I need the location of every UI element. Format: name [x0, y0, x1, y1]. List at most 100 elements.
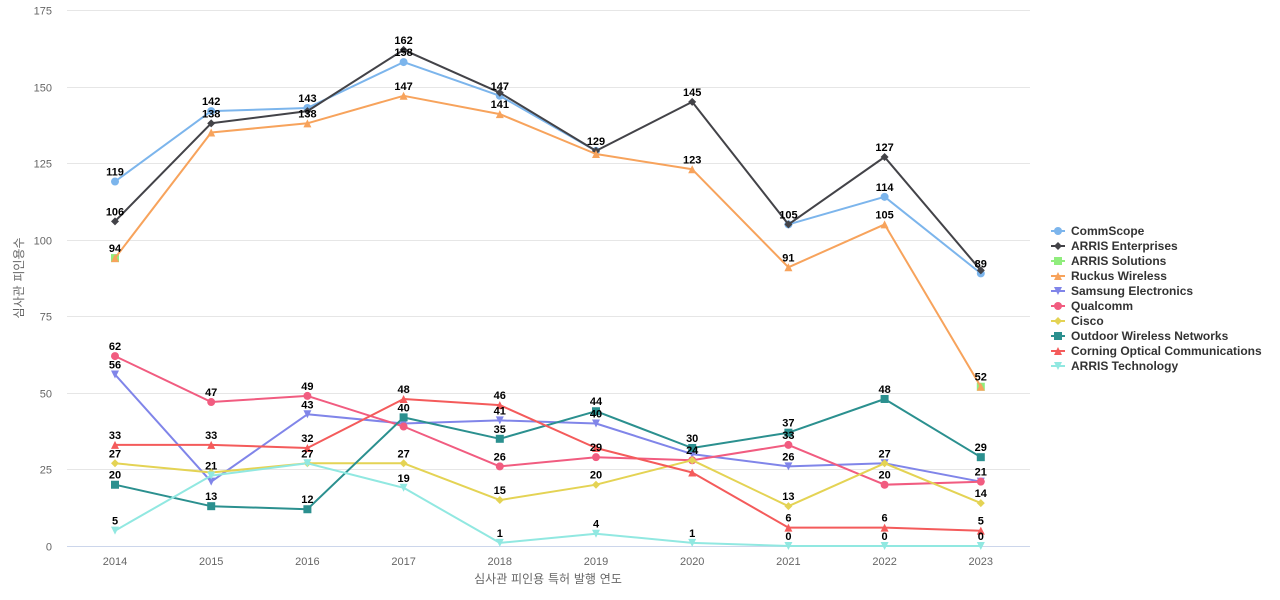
legend-marker[interactable] — [1054, 257, 1062, 265]
data-point-cisco[interactable] — [688, 456, 697, 465]
legend-marker[interactable] — [1054, 332, 1062, 340]
data-point-qualcomm[interactable] — [592, 453, 600, 462]
data-point-arris-technology[interactable] — [688, 538, 697, 547]
data-point-qualcomm[interactable] — [111, 352, 119, 361]
data-point-samsung-electronics[interactable] — [111, 370, 119, 379]
data-point-qualcomm[interactable] — [976, 477, 985, 486]
data-point-arris-enterprises[interactable] — [880, 153, 889, 162]
data-point-commscope[interactable] — [399, 58, 408, 67]
legend-marker[interactable] — [1054, 227, 1062, 235]
data-point-cisco[interactable] — [592, 480, 600, 489]
data-point-arris-technology[interactable] — [303, 459, 312, 468]
data-point-cisco[interactable] — [495, 496, 504, 505]
data-point-ruckus-wireless[interactable] — [688, 165, 697, 174]
data-point-qualcomm[interactable] — [207, 398, 216, 407]
data-point-corning-optical-communications[interactable] — [111, 440, 119, 449]
data-point-outdoor-wireless-networks[interactable] — [303, 505, 312, 514]
data-point-cisco[interactable] — [880, 459, 889, 468]
data-point-arris-technology[interactable] — [592, 529, 600, 538]
data-point-cisco[interactable] — [784, 502, 793, 511]
data-point-qualcomm[interactable] — [784, 440, 793, 449]
legend-item-ruckus-wireless[interactable]: Ruckus Wireless — [1051, 269, 1167, 283]
data-point-outdoor-wireless-networks[interactable] — [688, 443, 697, 452]
data-point-arris-enterprises[interactable] — [207, 119, 216, 128]
data-point-qualcomm[interactable] — [880, 480, 889, 489]
legend-marker[interactable] — [1054, 272, 1062, 280]
data-point-arris-enterprises[interactable] — [399, 45, 408, 54]
data-point-ruckus-wireless[interactable] — [976, 382, 985, 391]
legend-marker[interactable] — [1054, 347, 1062, 355]
data-point-arris-enterprises[interactable] — [976, 266, 985, 275]
legend-marker[interactable] — [1054, 317, 1062, 325]
data-point-ruckus-wireless[interactable] — [207, 128, 216, 137]
data-label: 138 — [202, 108, 220, 120]
data-point-corning-optical-communications[interactable] — [399, 394, 408, 403]
data-point-cisco[interactable] — [111, 459, 119, 468]
legend-item-samsung-electronics[interactable]: Samsung Electronics — [1051, 284, 1193, 298]
data-point-cisco[interactable] — [976, 499, 985, 508]
data-point-arris-enterprises[interactable] — [303, 107, 312, 116]
data-point-arris-enterprises[interactable] — [784, 220, 793, 229]
data-label: 49 — [301, 381, 313, 393]
legend-item-arris-technology[interactable]: ARRIS Technology — [1051, 359, 1178, 373]
data-point-arris-enterprises[interactable] — [688, 97, 697, 106]
data-point-ruckus-wireless[interactable] — [495, 110, 504, 119]
legend-item-cisco[interactable]: Cisco — [1051, 314, 1104, 328]
data-point-corning-optical-communications[interactable] — [880, 523, 889, 532]
data-point-ruckus-wireless[interactable] — [399, 91, 408, 100]
data-point-arris-technology[interactable] — [207, 471, 216, 480]
data-point-samsung-electronics[interactable] — [592, 419, 600, 428]
legend-item-outdoor-wireless-networks[interactable]: Outdoor Wireless Networks — [1051, 329, 1229, 343]
data-point-arris-technology[interactable] — [976, 542, 985, 550]
data-point-corning-optical-communications[interactable] — [592, 443, 600, 452]
legend-item-qualcomm[interactable]: Qualcomm — [1051, 299, 1133, 313]
legend-marker[interactable] — [1054, 242, 1062, 250]
data-point-cisco[interactable] — [399, 459, 408, 468]
data-point-ruckus-wireless[interactable] — [592, 149, 600, 158]
data-point-commscope[interactable] — [111, 177, 119, 186]
data-point-ruckus-wireless[interactable] — [784, 263, 793, 272]
data-point-ruckus-wireless[interactable] — [880, 220, 889, 229]
data-point-samsung-electronics[interactable] — [495, 416, 504, 425]
legend-item-commscope[interactable]: CommScope — [1051, 224, 1145, 238]
legend-item-arris-enterprises[interactable]: ARRIS Enterprises — [1051, 239, 1178, 253]
data-point-arris-technology[interactable] — [399, 483, 408, 492]
data-label: 52 — [975, 372, 987, 384]
data-point-outdoor-wireless-networks[interactable] — [495, 434, 504, 443]
data-point-ruckus-wireless[interactable] — [303, 119, 312, 128]
data-point-samsung-electronics[interactable] — [784, 462, 793, 471]
data-point-outdoor-wireless-networks[interactable] — [976, 453, 985, 462]
data-point-arris-technology[interactable] — [111, 526, 119, 535]
legend-marker[interactable] — [1054, 302, 1062, 310]
data-point-corning-optical-communications[interactable] — [495, 401, 504, 410]
data-point-ruckus-wireless[interactable] — [111, 254, 119, 263]
data-point-arris-technology[interactable] — [880, 542, 889, 550]
data-point-corning-optical-communications[interactable] — [688, 468, 697, 477]
legend-item-corning-optical-communications[interactable]: Corning Optical Communications — [1051, 344, 1262, 358]
data-point-outdoor-wireless-networks[interactable] — [399, 413, 408, 422]
data-point-qualcomm[interactable] — [495, 462, 504, 471]
data-point-qualcomm[interactable] — [399, 422, 408, 431]
data-point-arris-enterprises[interactable] — [111, 217, 119, 226]
data-point-commscope[interactable] — [880, 192, 889, 201]
data-point-corning-optical-communications[interactable] — [784, 523, 793, 532]
data-point-arris-technology[interactable] — [784, 542, 793, 550]
data-point-commscope[interactable] — [207, 107, 216, 116]
data-point-corning-optical-communications[interactable] — [303, 443, 312, 452]
data-point-outdoor-wireless-networks[interactable] — [207, 502, 216, 511]
data-point-arris-technology[interactable] — [495, 538, 504, 547]
data-point-outdoor-wireless-networks[interactable] — [592, 407, 600, 416]
data-point-arris-enterprises[interactable] — [495, 88, 504, 97]
data-point-corning-optical-communications[interactable] — [207, 440, 216, 449]
data-point-qualcomm[interactable] — [303, 391, 312, 400]
data-point-outdoor-wireless-networks[interactable] — [880, 394, 889, 403]
data-point-samsung-electronics[interactable] — [303, 410, 312, 419]
data-point-corning-optical-communications[interactable] — [976, 526, 985, 535]
data-point-outdoor-wireless-networks[interactable] — [784, 428, 793, 437]
legend-marker[interactable] — [1054, 362, 1062, 370]
data-point-samsung-electronics[interactable] — [688, 450, 697, 459]
data-point-samsung-electronics[interactable] — [207, 477, 216, 486]
legend-item-arris-solutions[interactable]: ARRIS Solutions — [1051, 254, 1167, 268]
legend-marker[interactable] — [1054, 287, 1062, 295]
data-point-outdoor-wireless-networks[interactable] — [111, 480, 119, 489]
